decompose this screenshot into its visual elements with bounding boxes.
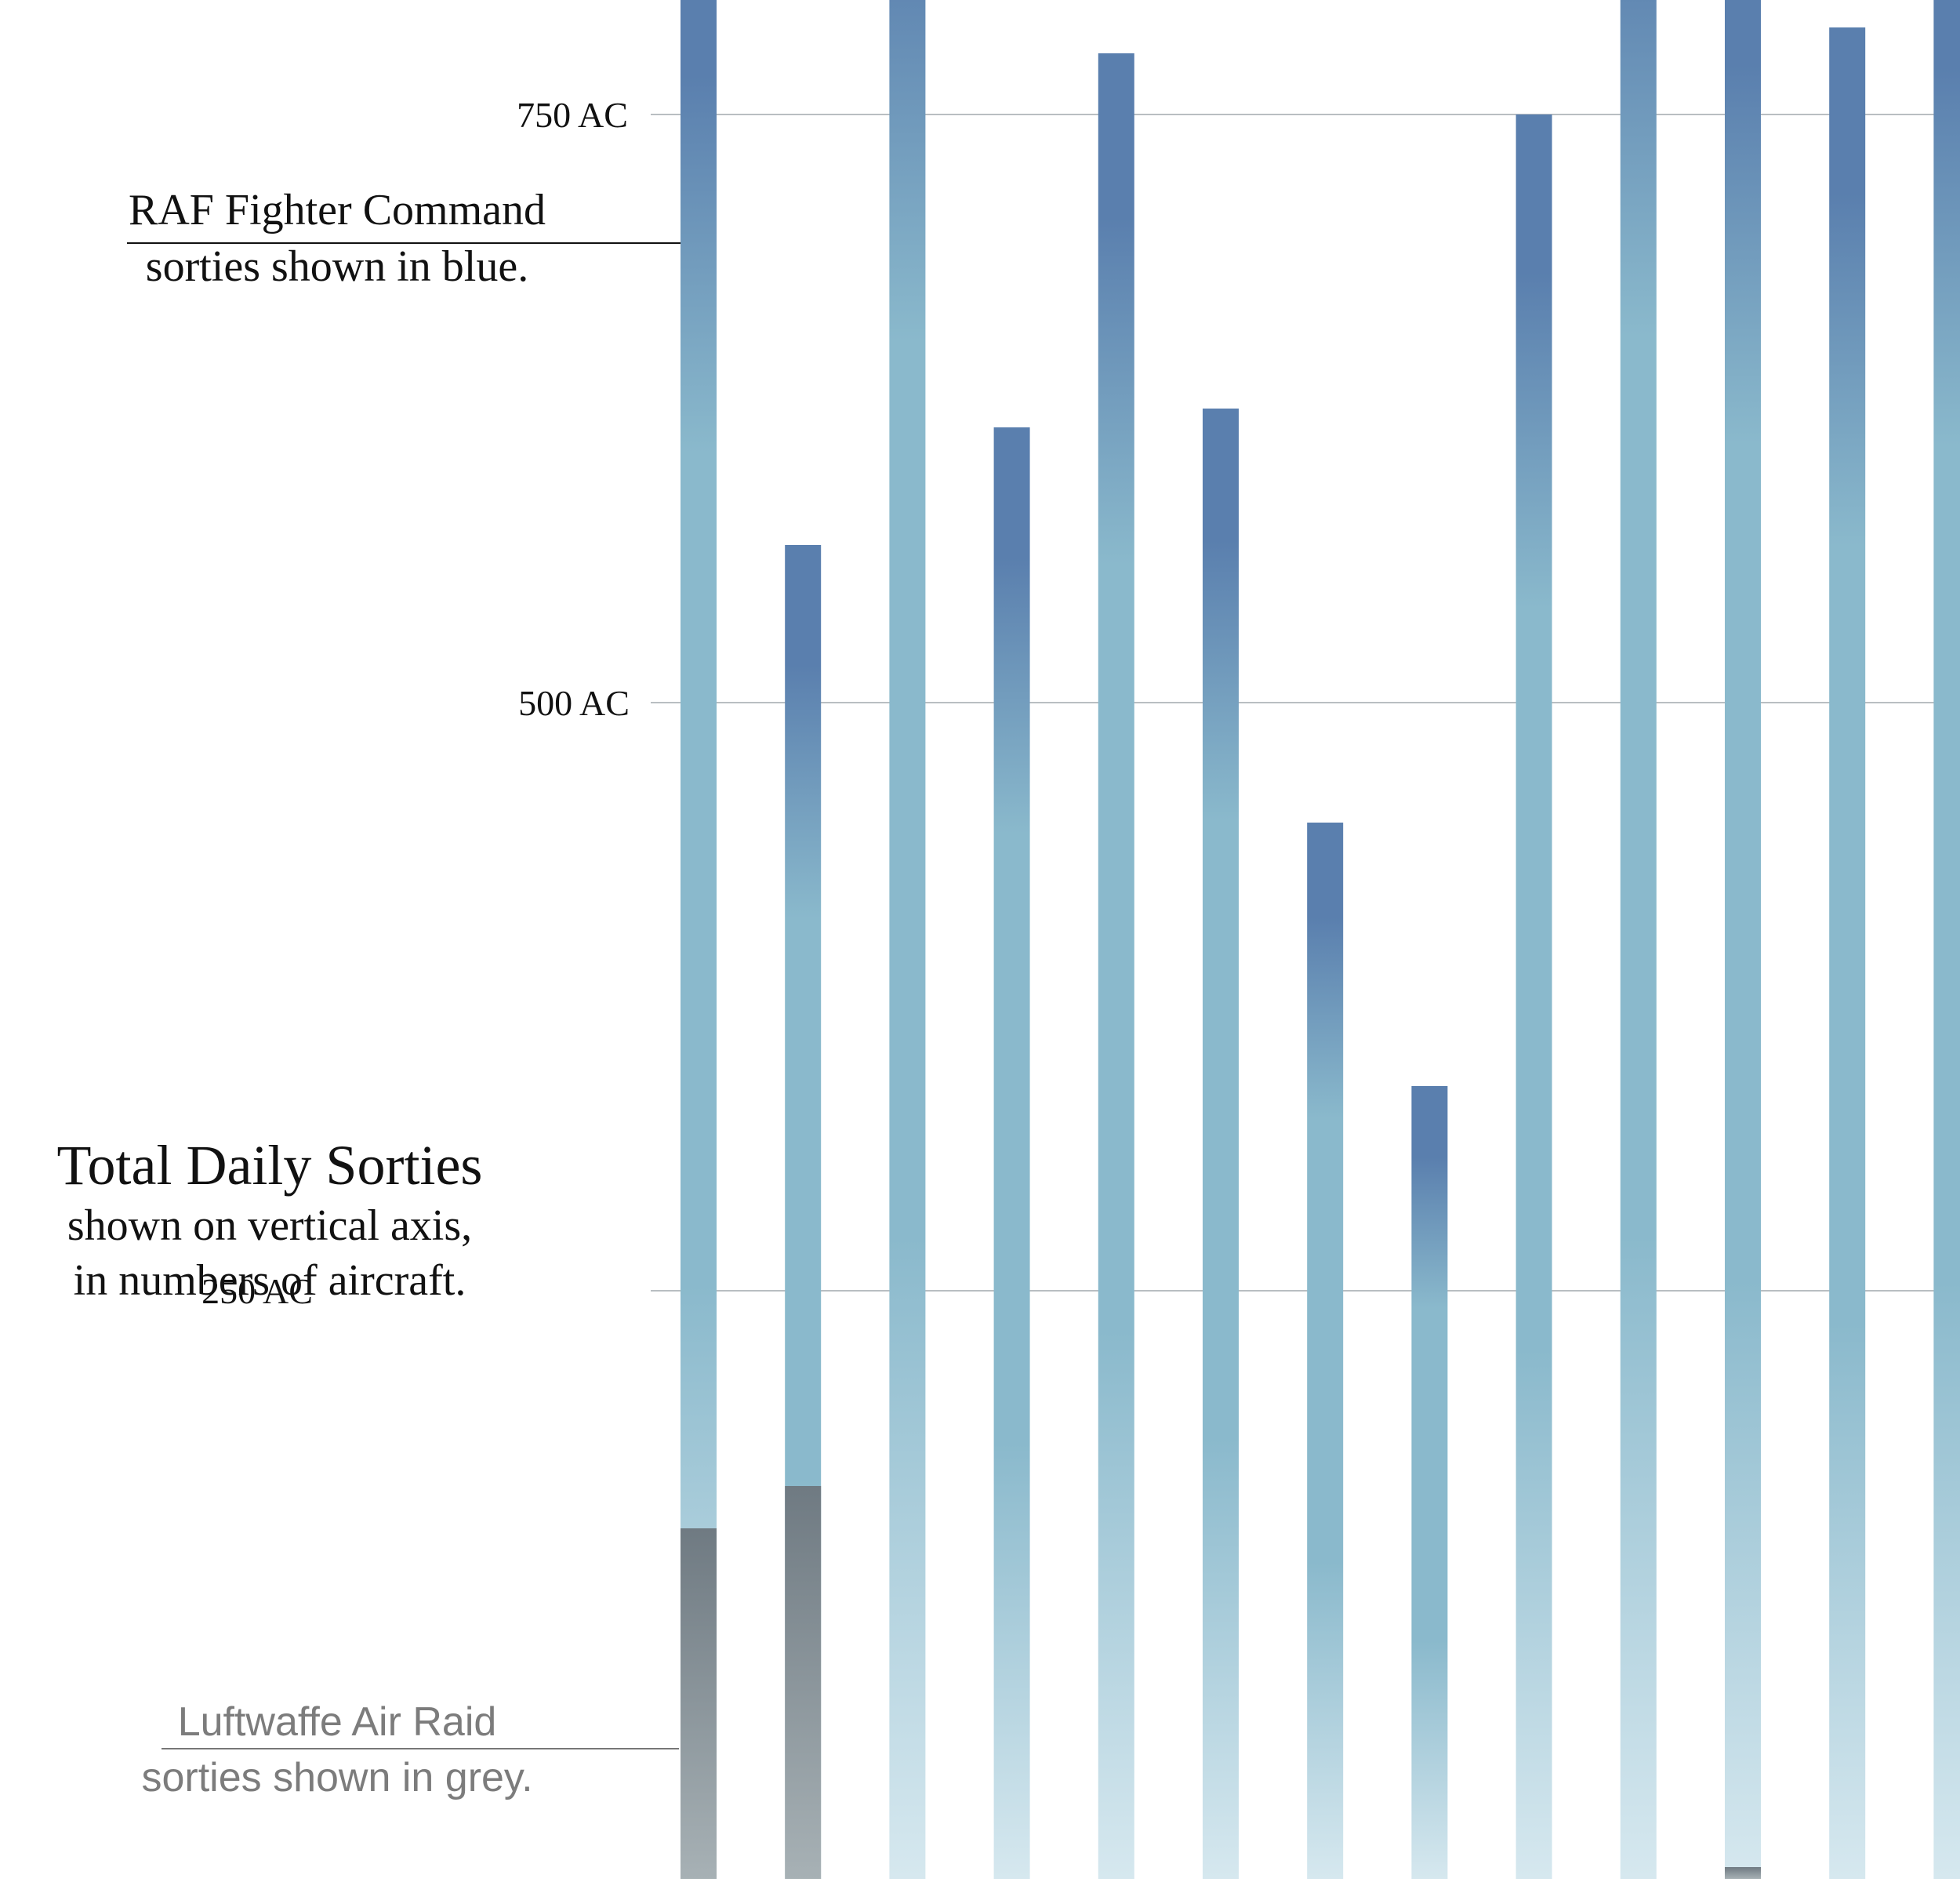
title-block: Total Daily Sorties shown on vertical ax… (57, 1134, 483, 1305)
raf-bar-6 (1203, 409, 1239, 1879)
raf-bar-3 (889, 0, 926, 1879)
ytick-label-250: 250 AC (201, 1271, 313, 1311)
raf-bar-11 (1725, 0, 1761, 1879)
raf-bar-13 (1933, 0, 1960, 1879)
raf-bar-4 (993, 427, 1030, 1879)
y-axis-labels: 250 AC 500 AC 750 AC (201, 95, 630, 1311)
raf-bar-8 (1411, 1086, 1448, 1879)
raf-bar-10 (1620, 0, 1657, 1879)
raf-bar-12 (1829, 27, 1866, 1879)
luftwaffe-note-line-1: Luftwaffe Air Raid (178, 1699, 497, 1745)
ytick-label-750: 750 AC (517, 95, 628, 135)
raf-note-line-2: sorties shown in blue. (146, 242, 528, 291)
raf-bar-5 (1098, 53, 1134, 1879)
raf-bar-7 (1307, 823, 1344, 1879)
luftwaffe-bar-1 (681, 1528, 717, 1879)
raf-bar-9 (1515, 114, 1552, 1879)
luftwaffe-legend-note: Luftwaffe Air Raid sorties shown in grey… (141, 1699, 679, 1800)
gridlines (651, 114, 1960, 1292)
ytick-label-500: 500 AC (518, 683, 630, 723)
bars (681, 0, 1960, 1879)
luftwaffe-note-line-2: sorties shown in grey. (141, 1755, 532, 1800)
chart-subtitle-line-1: shown on vertical axis, (67, 1201, 472, 1250)
luftwaffe-bar-11 (1725, 1867, 1761, 1879)
luftwaffe-bar-2 (785, 1486, 822, 1879)
raf-note-line-1: RAF Fighter Command (129, 186, 546, 234)
chart-title: Total Daily Sorties (57, 1134, 483, 1197)
chart-subtitle-line-2: in numbers of aircraft. (74, 1256, 466, 1305)
raf-legend-note: RAF Fighter Command sorties shown in blu… (127, 186, 681, 291)
